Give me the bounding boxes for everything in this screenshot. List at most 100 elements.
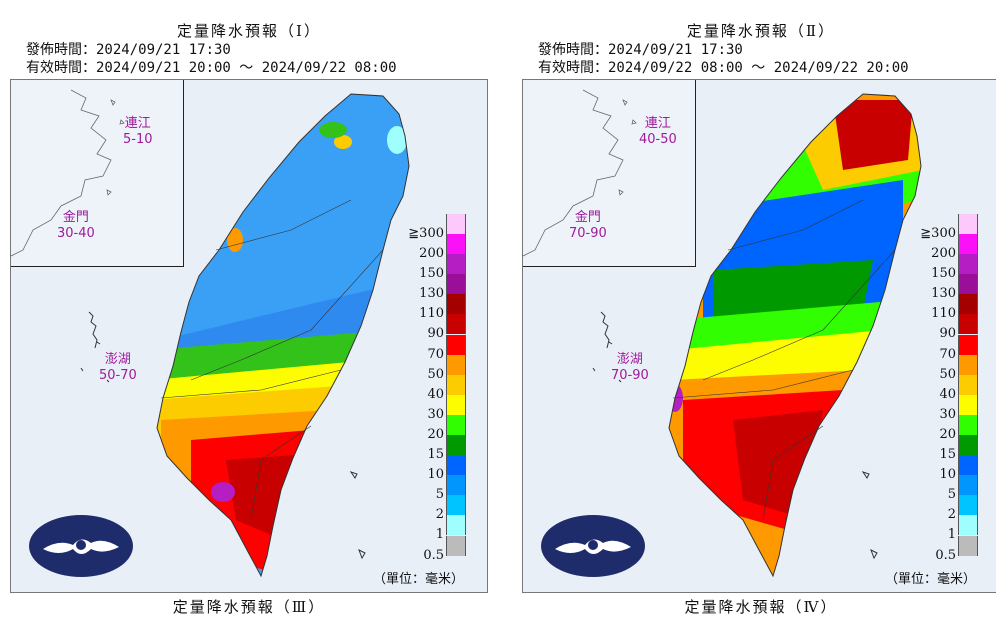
- matsu-label: 連江: [644, 116, 671, 131]
- cwa-logo: [29, 515, 133, 581]
- legend-label: 90: [427, 326, 444, 342]
- legend-swatch: [958, 214, 978, 234]
- legend-swatch: [958, 435, 978, 456]
- legend-label: ≧300: [920, 226, 956, 241]
- legend-label: 70: [427, 346, 444, 362]
- unit-label: （單位：毫米）: [373, 572, 465, 587]
- legend-label: 40: [939, 386, 956, 402]
- panel-footer: 定量降水預報（Ⅲ）: [172, 598, 326, 616]
- matsu-range: 40-50: [639, 132, 677, 147]
- legend-label: 5: [947, 487, 956, 503]
- legend-swatch: [958, 495, 978, 516]
- legend-label: 50: [939, 366, 956, 382]
- map-frame: 連江 40-50 金門 70-90: [522, 79, 996, 593]
- qpf-panel-2: 定量降水預報（Ⅱ） 發佈時間：2024/09/21 17:30 有效時間：202…: [520, 0, 996, 618]
- offshore-inset: 連江 40-50 金門 70-90: [523, 80, 696, 267]
- legend-label: 200: [419, 246, 444, 262]
- legend-swatch: [958, 354, 978, 375]
- legend-swatch: [958, 314, 978, 335]
- legend-swatch: [446, 535, 466, 556]
- kinmen-range: 70-90: [569, 226, 607, 241]
- legend-swatch: [958, 394, 978, 415]
- legend-label: 110: [419, 306, 444, 322]
- legend-label: 130: [419, 286, 444, 302]
- unit-label: （單位：毫米）: [885, 572, 977, 587]
- legend-label: 150: [931, 266, 956, 282]
- legend-swatch: [958, 274, 978, 295]
- legend-label: 70: [939, 346, 956, 362]
- legend-swatch: [958, 254, 978, 275]
- legend-swatch: [446, 354, 466, 375]
- legend-swatch: [958, 334, 978, 355]
- legend-label: 30: [427, 406, 444, 422]
- legend-swatch: [446, 435, 466, 456]
- panel-title: 定量降水預報（Ⅰ）: [177, 22, 321, 40]
- qpf-panel-1: 定量降水預報（Ⅰ） 發佈時間：2024/09/21 17:30 有效時間：202…: [8, 0, 490, 618]
- legend-label: 10: [939, 467, 956, 483]
- kinmen-range: 30-40: [57, 226, 95, 241]
- legend-label: 5: [435, 487, 444, 503]
- matsu-range: 5-10: [123, 132, 153, 147]
- legend-swatch: [446, 475, 466, 496]
- legend-swatch: [446, 274, 466, 295]
- china-coast-outline: [523, 89, 637, 257]
- legend-label: 20: [939, 426, 956, 442]
- legend-label: 1: [435, 527, 444, 543]
- legend-label: 1: [947, 527, 956, 543]
- matsu-label: 連江: [124, 116, 151, 131]
- panel-footer: 定量降水預報（Ⅳ）: [684, 598, 838, 616]
- kinmen-label: 金門: [62, 210, 89, 225]
- legend-swatch: [446, 254, 466, 275]
- legend-swatch: [958, 535, 978, 556]
- legend-swatch: [446, 414, 466, 435]
- map-frame: 連江 5-10 金門 30-40: [10, 79, 488, 593]
- rainfall-legend: ≧300 200 150 130 110 90 70 50 40 30 20 1…: [920, 214, 992, 563]
- issue-time: 發佈時間：2024/09/21 17:30: [26, 42, 231, 58]
- legend-swatch: [446, 214, 466, 234]
- valid-time: 有效時間：2024/09/22 08:00 ～ 2024/09/22 20:00: [538, 60, 909, 76]
- valid-time: 有效時間：2024/09/21 20:00 ～ 2024/09/22 08:00: [26, 60, 397, 76]
- legend-label: ≧300: [408, 226, 444, 241]
- legend-label: 130: [931, 286, 956, 302]
- legend-label: 50: [427, 366, 444, 382]
- rainfall-legend: ≧300 200 150 130 110 90 70 50 40 30 20 1…: [408, 214, 480, 563]
- legend-label: 0.5: [935, 547, 956, 563]
- offshore-inset: 連江 5-10 金門 30-40: [11, 80, 184, 267]
- legend-label: 110: [931, 306, 956, 322]
- legend-swatch: [446, 394, 466, 415]
- legend-label: 0.5: [423, 547, 444, 563]
- legend-swatch: [958, 455, 978, 476]
- legend-label: 30: [939, 406, 956, 422]
- china-coast-outline: [11, 89, 125, 257]
- penghu-label: 澎湖: [616, 352, 643, 367]
- legend-label: 200: [931, 246, 956, 262]
- legend-swatch: [446, 515, 466, 536]
- legend-label: 10: [427, 467, 444, 483]
- legend-swatch: [446, 314, 466, 335]
- legend-swatch: [446, 495, 466, 516]
- kinmen-label: 金門: [574, 210, 601, 225]
- penghu-label: 澎湖: [104, 352, 131, 367]
- cloud-logo-icon: [29, 515, 133, 577]
- taiwan-rainfall-map: [80, 93, 410, 578]
- panel-title: 定量降水預報（Ⅱ）: [686, 22, 836, 40]
- cloud-logo-icon: [541, 515, 645, 577]
- legend-swatch: [958, 475, 978, 496]
- legend-label: 15: [939, 447, 956, 463]
- legend-swatch: [446, 455, 466, 476]
- legend-label: 150: [419, 266, 444, 282]
- legend-label: 20: [427, 426, 444, 442]
- penghu-range: 50-70: [99, 368, 137, 383]
- legend-label: 40: [427, 386, 444, 402]
- legend-label: 15: [427, 447, 444, 463]
- legend-swatch: [446, 234, 466, 255]
- legend-swatch: [958, 234, 978, 255]
- legend-swatch: [446, 374, 466, 395]
- legend-swatch: [958, 414, 978, 435]
- legend-swatch: [446, 334, 466, 355]
- cwa-logo: [541, 515, 645, 581]
- legend-label: 2: [947, 507, 956, 523]
- taiwan-rainfall-map: [592, 93, 922, 578]
- legend-label: 90: [939, 326, 956, 342]
- legend-label: 2: [435, 507, 444, 523]
